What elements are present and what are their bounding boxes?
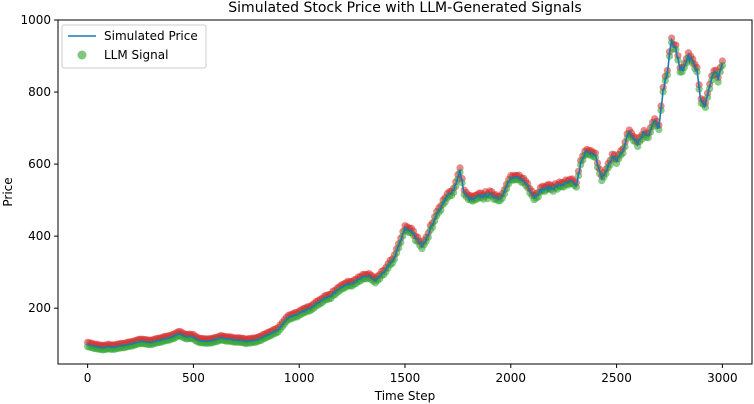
signal-point	[714, 78, 722, 86]
signal-point	[437, 206, 445, 214]
x-axis-label: Time Step	[374, 389, 436, 403]
legend-label-price: Simulated Price	[104, 29, 198, 43]
y-tick-label: 800	[28, 85, 51, 99]
y-tick-label: 400	[28, 229, 51, 243]
price-line-layer	[87, 37, 724, 349]
x-tick-label: 3000	[707, 371, 738, 385]
x-tick-label: 0	[84, 371, 92, 385]
y-axis-label: Price	[1, 177, 15, 206]
x-tick-label: 2000	[496, 371, 527, 385]
legend-box	[61, 24, 207, 69]
chart-title: Simulated Stock Price with LLM-Generated…	[228, 0, 581, 16]
y-tick-label: 1000	[20, 13, 51, 27]
x-tick-label: 500	[182, 371, 205, 385]
y-axis: 200 400 600 800 1000	[20, 13, 58, 315]
x-tick-label: 1500	[390, 371, 421, 385]
y-tick-label: 200	[28, 301, 51, 315]
legend: Simulated Price LLM Signal	[61, 24, 207, 69]
signal-point	[619, 149, 627, 157]
y-tick-label: 600	[28, 157, 51, 171]
price-line	[87, 37, 724, 349]
x-tick-label: 2500	[601, 371, 632, 385]
legend-swatch-signal	[77, 50, 87, 60]
x-tick-label: 1000	[284, 371, 315, 385]
legend-label-signal: LLM Signal	[104, 48, 168, 62]
x-axis: 0 500 1000 1500 2000 2500 3000	[84, 364, 738, 385]
